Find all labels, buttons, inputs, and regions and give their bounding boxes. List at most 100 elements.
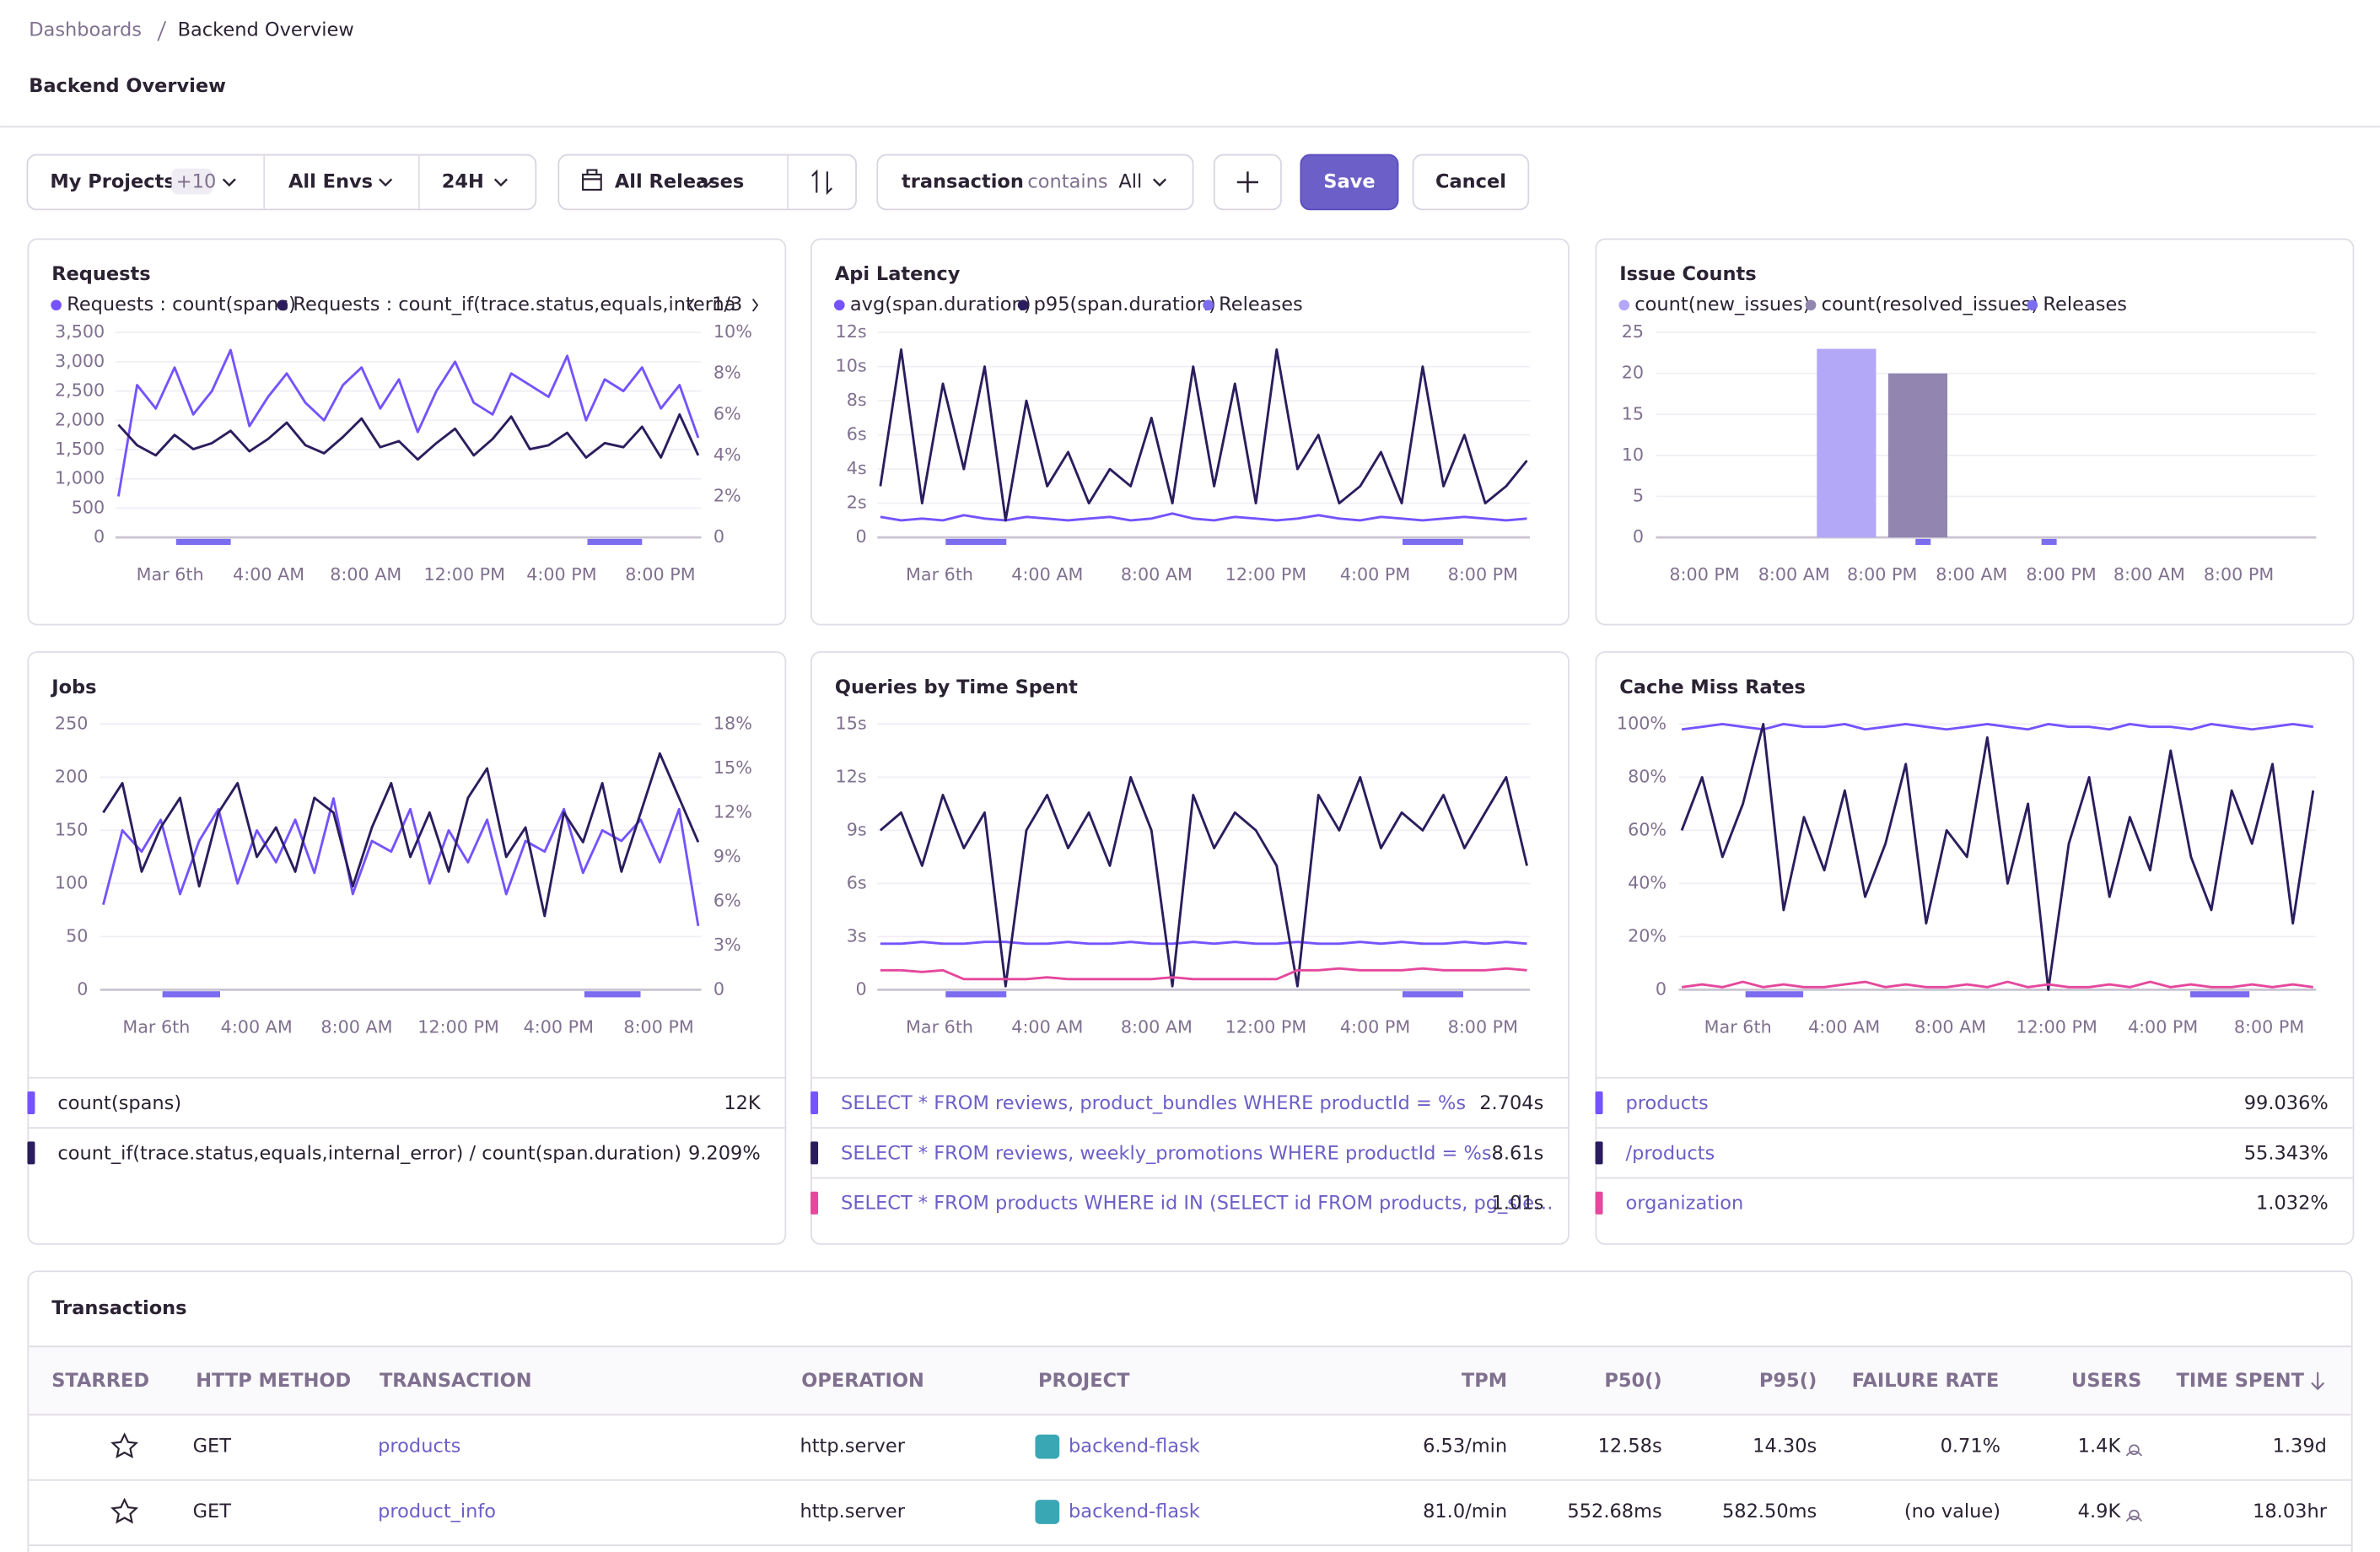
package-icon [582, 169, 602, 191]
series-line [879, 775, 1528, 988]
filter-operator: contains [1027, 170, 1107, 192]
release-marker[interactable] [175, 538, 231, 546]
y-tick-label: 12% [713, 801, 752, 822]
filter-key: transaction [902, 170, 1024, 192]
series-name[interactable]: organization [1626, 1193, 1744, 1215]
chevron-icon [493, 178, 508, 187]
series-name[interactable]: products [1626, 1092, 1709, 1114]
y-tick-label: 1,500 [55, 439, 105, 459]
column-header[interactable]: OPERATION [801, 1370, 924, 1392]
table-cell[interactable]: product_info [378, 1501, 496, 1522]
plus-icon [1236, 171, 1258, 193]
release-marker[interactable] [1402, 991, 1463, 998]
release-marker[interactable] [1402, 538, 1463, 546]
release-marker[interactable] [945, 991, 1007, 998]
series-line [880, 940, 1527, 946]
legend-label[interactable]: count(new_issues) [1634, 294, 1810, 315]
y-tick-label: 10 [1622, 445, 1644, 465]
series-name[interactable]: SELECT * FROM reviews, product_bundles W… [841, 1092, 1466, 1114]
series-name[interactable]: SELECT * FROM products WHERE id IN (SELE… [841, 1193, 1553, 1215]
legend-next[interactable] [751, 298, 759, 312]
table-cell: 18.03hr [2253, 1501, 2328, 1522]
cancel-button[interactable] [1412, 154, 1530, 211]
save-label[interactable]: Save [1323, 170, 1375, 192]
table-cell: 1.4K [2078, 1436, 2122, 1458]
legend-label[interactable]: Requests : count(spans) [67, 294, 296, 315]
release-marker[interactable] [945, 538, 1007, 546]
y-tick-label: 10% [713, 321, 752, 342]
cancel-label[interactable]: Cancel [1435, 170, 1506, 192]
table-cell[interactable]: backend-flask [1069, 1501, 1200, 1522]
release-marker[interactable] [1915, 538, 1931, 546]
legend-swatch [833, 299, 845, 311]
release-marker[interactable] [587, 538, 643, 546]
project-icon [1035, 1500, 1060, 1524]
table-cell: 12.58s [1598, 1436, 1662, 1458]
env-selector[interactable]: All Envs [288, 170, 373, 192]
y-tick-label: 0 [77, 978, 88, 999]
y-tick-label: 500 [72, 497, 105, 517]
table-cell[interactable]: backend-flask [1069, 1436, 1200, 1458]
widget-title: Api Latency [835, 263, 961, 285]
column-header[interactable]: TIME SPENT [2177, 1370, 2305, 1392]
legend-swatch [51, 299, 62, 311]
x-tick-label: 12:00 PM [417, 1016, 499, 1037]
release-selector[interactable] [557, 154, 857, 211]
filter-button[interactable] [876, 154, 1194, 211]
y-tick-label: 0 [94, 526, 105, 547]
column-header[interactable]: P95() [1759, 1370, 1817, 1392]
column-header[interactable]: TPM [1462, 1370, 1507, 1392]
y-tick-label: 60% [1628, 819, 1667, 839]
release-marker[interactable] [162, 991, 221, 998]
column-header[interactable]: TRANSACTION [380, 1370, 532, 1392]
x-tick-label: 4:00 PM [1340, 564, 1410, 585]
column-header[interactable]: USERS [2071, 1370, 2141, 1392]
period-selector[interactable]: 24H [442, 170, 484, 192]
release-marker[interactable] [1745, 991, 1804, 998]
series-name[interactable]: /products [1626, 1142, 1715, 1164]
sort-icon[interactable] [811, 169, 833, 196]
release-marker[interactable] [2041, 538, 2057, 546]
release-marker[interactable] [2189, 991, 2250, 998]
y-tick-label: 6s [847, 424, 867, 445]
legend-swatch [1595, 1191, 1603, 1215]
y-tick-label: 3,000 [55, 351, 105, 371]
y-tick-label: 2,500 [55, 380, 105, 401]
breadcrumb-link[interactable]: Dashboards [29, 19, 142, 40]
chevron-icon [700, 178, 714, 187]
column-header[interactable]: FAILURE RATE [1852, 1370, 2000, 1392]
series-line [880, 512, 1527, 522]
legend-label[interactable]: count(resolved_issues) [1822, 294, 2038, 315]
project-selector[interactable]: My Projects [50, 170, 175, 192]
y-tick-label: 8s [847, 390, 867, 410]
table-cell: 552.68ms [1567, 1501, 1661, 1522]
column-header[interactable]: HTTP METHOD [196, 1370, 351, 1392]
x-tick-label: Mar 6th [906, 564, 973, 585]
release-marker[interactable] [584, 991, 641, 998]
series-line [880, 967, 1527, 981]
star-icon[interactable] [110, 1497, 139, 1524]
series-line [1681, 723, 2313, 731]
legend-label[interactable]: Releases [2043, 294, 2127, 315]
star-icon[interactable] [110, 1432, 139, 1459]
release-selector-label[interactable]: All Releases [615, 170, 744, 192]
series-line [117, 412, 700, 461]
column-header[interactable]: P50() [1604, 1370, 1661, 1392]
legend-prev[interactable] [687, 298, 695, 312]
legend-label[interactable]: Releases [1219, 294, 1303, 315]
table-cell[interactable]: products [378, 1436, 460, 1458]
save-button[interactable] [1300, 154, 1399, 211]
legend-label[interactable]: avg(span.duration) [850, 294, 1031, 315]
x-tick-label: 4:00 AM [1011, 564, 1083, 585]
project-env-period-selector[interactable] [26, 154, 537, 211]
x-tick-label: 8:00 PM [623, 1016, 693, 1037]
series-name[interactable]: SELECT * FROM reviews, weekly_promotions… [841, 1142, 1492, 1164]
user-icon [2125, 1509, 2143, 1522]
y-tick-label: 8% [713, 363, 741, 383]
series-name: count(spans) [57, 1092, 181, 1114]
x-tick-label: 4:00 AM [1808, 1016, 1880, 1037]
legend-label[interactable]: Requests : count_if(trace.status,equals,… [293, 294, 735, 315]
column-header[interactable]: PROJECT [1038, 1370, 1130, 1392]
legend-label[interactable]: p95(span.duration) [1034, 294, 1216, 315]
x-tick-label: 8:00 PM [2204, 564, 2274, 585]
